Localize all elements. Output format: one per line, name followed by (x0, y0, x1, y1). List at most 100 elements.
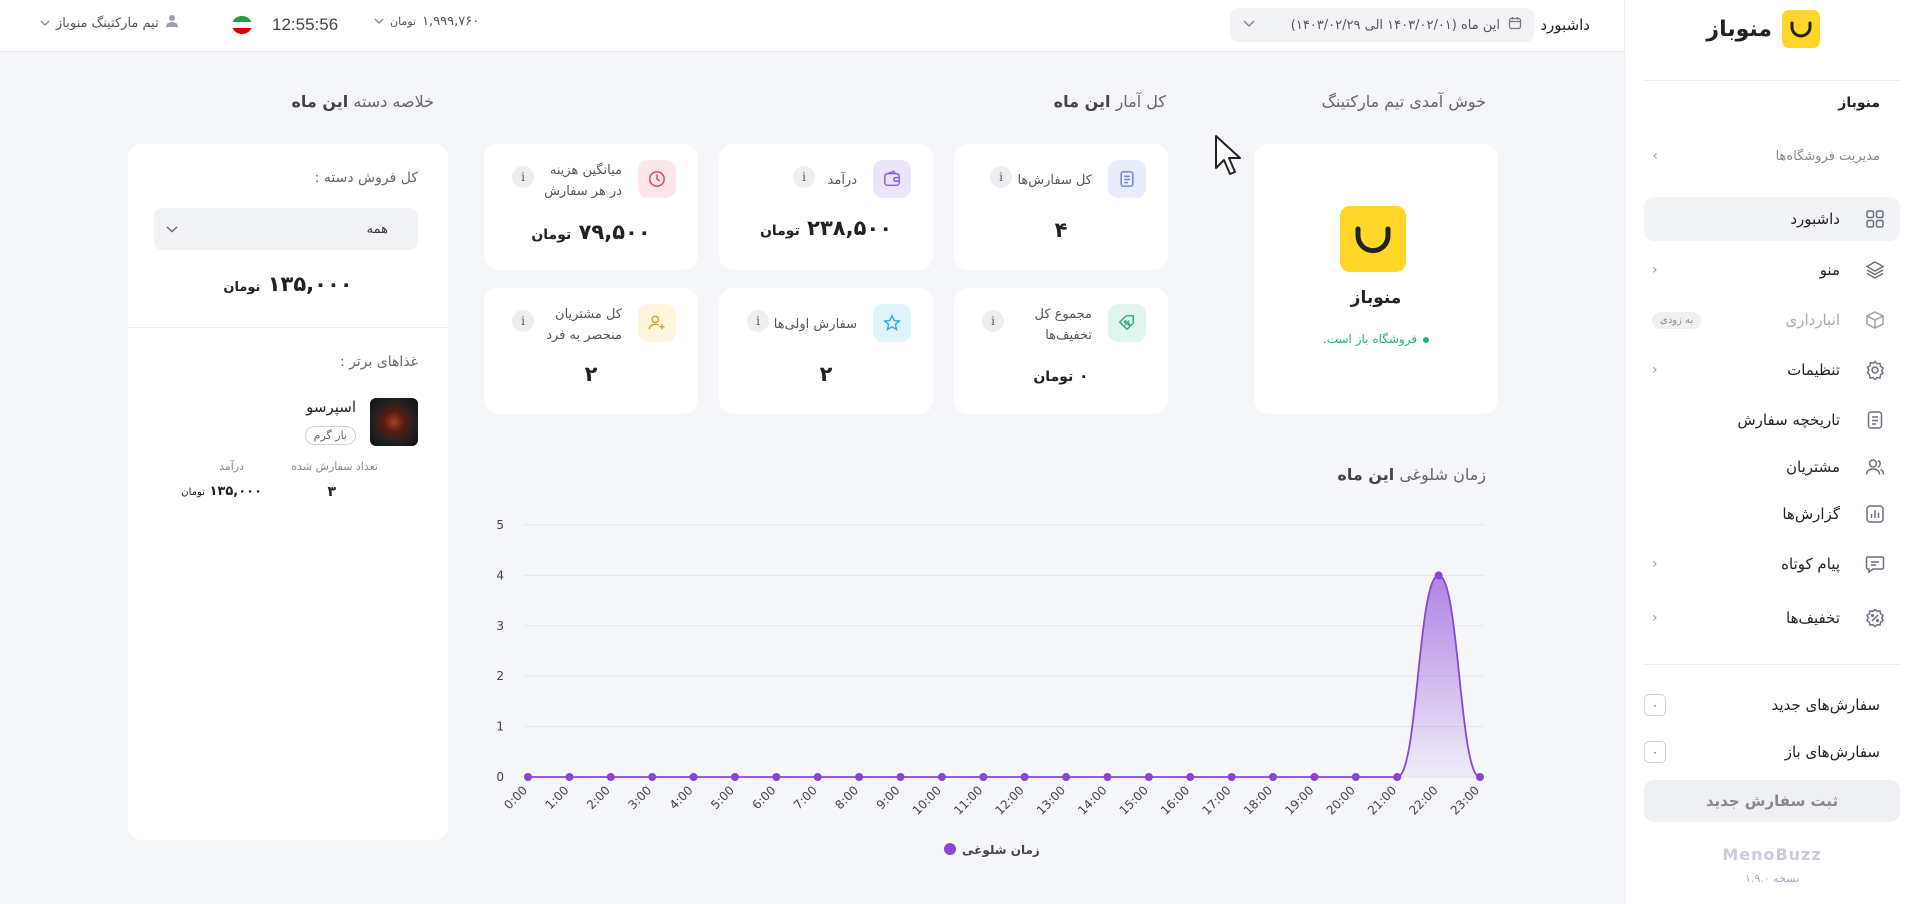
stat-label: میانگین هزینه در هر سفارش (544, 160, 622, 203)
legend-marker (944, 843, 956, 855)
wallet-balance[interactable]: تومان ۱,۹۹۹,۷۶۰ (374, 14, 479, 29)
store-card: منوباز فروشگاه باز است. (1254, 144, 1498, 414)
brand-logo-text: MenoBuzz (1722, 845, 1822, 864)
grid-icon (1864, 208, 1886, 230)
x-tick-label: 17:00 (1199, 783, 1233, 817)
new-orders-row[interactable]: سفارش‌های جدید ۰ (1644, 694, 1880, 716)
y-tick-label: 4 (496, 568, 504, 582)
legend-label: زمان شلوغی (962, 843, 1040, 858)
x-tick-label: 20:00 (1324, 783, 1358, 817)
busy-time-chart: 0 1 2 3 4 5 0:00 1:00 2:00 3:00 4:00 5:00 6:00 7:00 8:… (496, 518, 1484, 858)
user-icon (165, 14, 179, 32)
stat-value: ۲ (584, 362, 598, 386)
sidebar-item-dashboard[interactable]: داشبورد (1644, 197, 1900, 241)
sidebar-item-menu[interactable]: منو ‹ (1644, 248, 1900, 292)
info-icon[interactable]: i (747, 310, 769, 332)
sidebar-item-label: تنظیمات (1787, 361, 1840, 379)
info-icon[interactable]: i (990, 166, 1012, 188)
info-icon[interactable]: i (512, 310, 534, 332)
stats-title-suffix: این ماه (1053, 92, 1111, 111)
divider (128, 327, 448, 328)
new-order-button[interactable]: ثبت سفارش جدید (1644, 780, 1900, 822)
y-tick-label: 5 (496, 518, 504, 532)
food-category-tag: بار گرم (304, 426, 356, 445)
chevron-down-icon (1242, 18, 1256, 33)
stat-card-avg-order: میانگین هزینه در هر سفارش i ۷۹,۵۰۰ تومان (484, 144, 698, 270)
stat-value-number: ۲۳۸,۵۰۰ (807, 216, 893, 240)
sidebar-item-discounts[interactable]: تخفیف‌ها ‹ (1644, 596, 1900, 640)
breadcrumb: داشبورد (1540, 16, 1590, 34)
stat-label-line2: منحصر به فرد (546, 328, 622, 344)
x-tick-label: 11:00 (951, 783, 985, 817)
chevron-left-icon: ‹ (1652, 148, 1658, 164)
food-name: اسپرسو (306, 398, 356, 416)
x-tick-label: 2:00 (584, 783, 613, 812)
category-total: ۱۳۵,۰۰۰ تومان (128, 272, 448, 296)
sidebar-item-order-history[interactable]: تاریخچه سفارش (1644, 398, 1900, 442)
sidebar-item-reports[interactable]: گزارش‌ها (1644, 492, 1900, 536)
open-orders-count: ۰ (1644, 741, 1666, 763)
document-icon (1864, 409, 1886, 431)
app-logo[interactable]: منوباز (1706, 10, 1820, 48)
chevron-left-icon: ‹ (1652, 556, 1658, 572)
discount-icon (1864, 607, 1886, 629)
stats-title-prefix: کل آمار (1115, 92, 1166, 111)
layers-icon (1864, 259, 1886, 281)
info-icon[interactable]: i (793, 166, 815, 188)
data-point (1393, 773, 1402, 781)
sidebar-item-inventory[interactable]: انبارداری به زودی (1644, 298, 1900, 342)
x-tick-label: 23:00 (1448, 783, 1482, 817)
data-point (1434, 571, 1443, 580)
y-tick-label: 2 (496, 669, 504, 683)
x-tick-label: 16:00 (1158, 783, 1192, 817)
sidebar-item-label: مشتریان (1786, 458, 1840, 476)
data-point (606, 773, 615, 781)
user-menu[interactable]: تیم مارکتینگ منوباز (40, 14, 179, 32)
info-icon[interactable]: i (512, 166, 534, 188)
chevron-left-icon: ‹ (1652, 610, 1658, 626)
mouse-cursor-icon (1215, 135, 1241, 175)
category-total-unit: تومان (223, 280, 261, 295)
category-select[interactable]: همه (154, 208, 418, 250)
data-point (1144, 773, 1153, 781)
manage-stores-label: مدیریت فروشگاه‌ها (1775, 149, 1880, 164)
store-status: فروشگاه باز است. (1254, 332, 1498, 346)
x-tick-label: 18:00 (1241, 783, 1275, 817)
data-point (565, 773, 574, 781)
stat-value-unit: تومان (1033, 369, 1074, 385)
stat-label-line2: تخفیف‌ها (1045, 328, 1092, 344)
data-point (979, 773, 988, 781)
revenue-value-unit: تومان (181, 487, 205, 498)
info-icon[interactable]: i (982, 310, 1004, 332)
x-tick-label: 8:00 (832, 783, 861, 812)
new-orders-label: سفارش‌های جدید (1771, 696, 1880, 714)
category-summary-card: کل فروش دسته : همه ۱۳۵,۰۰۰ تومان غذاهای … (128, 144, 448, 840)
x-tick-label: 22:00 (1406, 783, 1440, 817)
stat-card-unique-customers: کل مشتریان منحصر به فرد i ۲ (484, 288, 698, 414)
sidebar-item-customers[interactable]: مشتریان (1644, 445, 1900, 489)
wallet-icon (873, 160, 911, 198)
sidebar-item-label: منو (1819, 261, 1840, 279)
revenue-value: ۱۳۵,۰۰۰ تومان (181, 484, 262, 499)
balance-unit: تومان (390, 15, 417, 28)
busy-title-suffix: این ماه (1337, 465, 1395, 484)
divider (1644, 664, 1900, 665)
date-range-select[interactable]: این ماه (۱۴۰۳/۰۲/۰۱ الی ۱۴۰۳/۰۲/۲۹) (1230, 8, 1534, 42)
summary-title-suffix: این ماه (291, 92, 349, 111)
user-plus-icon (638, 304, 676, 342)
users-icon (1864, 456, 1886, 478)
stat-value: ۴ (1054, 218, 1068, 242)
y-tick-label: 3 (496, 619, 504, 633)
store-logo-icon (1340, 206, 1406, 272)
x-tick-label: 3:00 (625, 783, 654, 812)
food-thumbnail (370, 398, 418, 446)
open-orders-row[interactable]: سفارش‌های باز ۰ (1644, 741, 1880, 763)
sidebar-item-label: پیام کوتاه (1781, 555, 1840, 573)
sidebar-item-sms[interactable]: پیام کوتاه ‹ (1644, 542, 1900, 586)
data-point (937, 773, 946, 781)
x-tick-label: 14:00 (1075, 783, 1109, 817)
store-card-name: منوباز (1350, 288, 1402, 308)
sidebar-item-settings[interactable]: تنظیمات ‹ (1644, 348, 1900, 392)
data-point (1476, 773, 1484, 781)
x-tick-label: 9:00 (874, 783, 903, 812)
